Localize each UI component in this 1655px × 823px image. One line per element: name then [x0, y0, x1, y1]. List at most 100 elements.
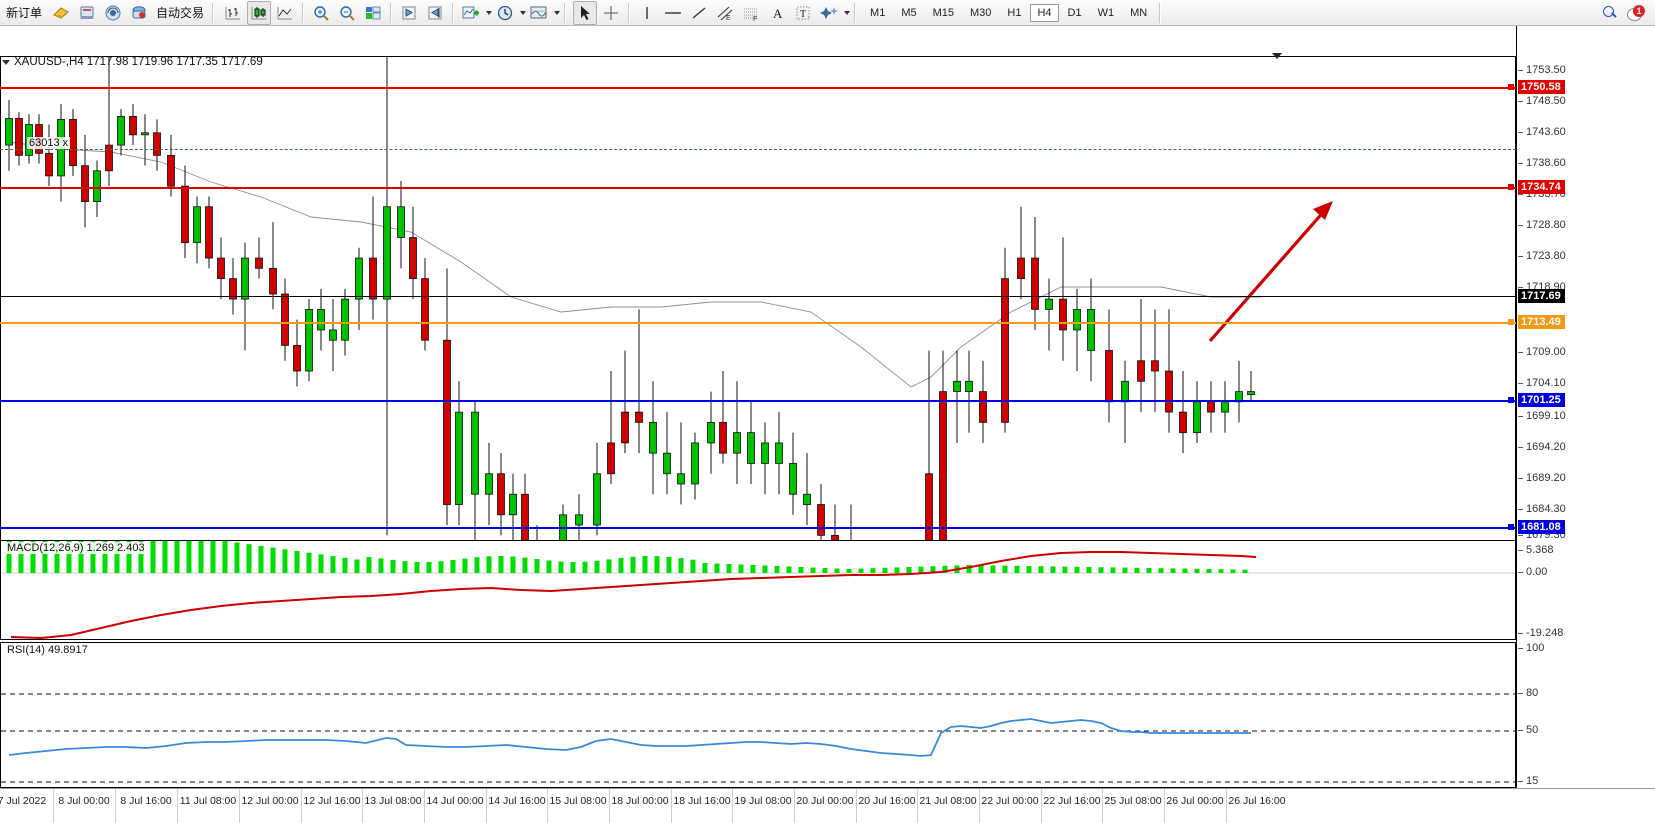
bullish-trend-arrow: [1208, 201, 1333, 343]
timeframe-h1[interactable]: H1: [1007, 6, 1022, 19]
toolbar-separator-3: [452, 2, 455, 23]
rsi-panel[interactable]: RSI(14) 49.8917: [0, 642, 1516, 788]
level-anchor-resistance-1750[interactable]: [1508, 84, 1514, 90]
terminal-icon[interactable]: [75, 1, 99, 25]
vertical-line-icon[interactable]: [635, 1, 659, 25]
timeframe-mn[interactable]: MN: [1130, 6, 1148, 19]
price-tag-support-1701: 1701.25: [1518, 393, 1565, 407]
candlestick-chart-icon[interactable]: [247, 0, 272, 25]
horizontal-line-icon[interactable]: [661, 1, 685, 25]
timeframe-m5[interactable]: M5: [901, 6, 917, 19]
tile-windows-icon[interactable]: [361, 1, 385, 25]
price-tick-label: 1738.60: [1518, 157, 1566, 169]
alerts-icon[interactable]: 1: [1624, 1, 1648, 25]
indicators-icon[interactable]: [459, 1, 483, 25]
toolbar-grip-2[interactable]: [564, 2, 569, 23]
time-tick-label: 14 Jul 16:00: [488, 795, 546, 807]
time-axis-separator: [732, 789, 733, 823]
auto-trading-label: 自动交易: [156, 6, 205, 20]
time-tick-label: 8 Jul 16:00: [120, 795, 172, 807]
price-tag-support-1713: 1713.49: [1518, 315, 1565, 329]
periods-dropdown-caret[interactable]: [520, 10, 527, 15]
level-line-resistance-1734[interactable]: [0, 187, 1516, 189]
time-axis-separator: [301, 789, 302, 823]
trendline-icon[interactable]: [687, 1, 711, 25]
time-axis-separator: [547, 789, 548, 823]
shapes-icon[interactable]: [817, 1, 841, 25]
templates-dropdown-caret[interactable]: [554, 10, 561, 15]
time-tick-label: 7 Jul 2022: [0, 795, 47, 807]
shapes-dropdown-caret[interactable]: [844, 10, 851, 15]
price-tick-label: -19.248: [1517, 627, 1564, 639]
cursor-icon[interactable]: [573, 0, 598, 25]
time-axis[interactable]: 7 Jul 2022 8 Jul 00:00 8 Jul 16:00 11 Jul 0…: [0, 788, 1655, 823]
templates-icon[interactable]: [527, 1, 551, 25]
price-tick-label: 1728.80: [1518, 219, 1566, 231]
level-line-resistance-1750[interactable]: [0, 87, 1516, 89]
zoom-out-icon[interactable]: [335, 1, 359, 25]
rsi-label: RSI(14) 49.8917: [5, 644, 90, 656]
level-anchor-resistance-1734[interactable]: [1508, 184, 1514, 190]
auto-trading-icon[interactable]: [127, 1, 151, 25]
price-tick-label: 1709.00: [1518, 346, 1566, 358]
price-axis[interactable]: 1753.50 1748.50 1743.60 1738.60 1733.70 1728.…: [1516, 26, 1655, 799]
chart-window-caret[interactable]: [1272, 53, 1282, 59]
periods-clock-icon[interactable]: [493, 1, 517, 25]
level-anchor-support-1681[interactable]: [1508, 524, 1514, 530]
timeframe-m30[interactable]: M30: [970, 6, 992, 19]
timeframe-h4[interactable]: H4: [1030, 3, 1059, 22]
new-order-button[interactable]: 新订单: [1, 1, 47, 25]
bar-chart-icon[interactable]: [221, 1, 245, 25]
svg-text:E: E: [726, 15, 731, 22]
level-anchor-support-1701[interactable]: [1508, 397, 1514, 403]
timeframe-m15[interactable]: M15: [932, 6, 954, 19]
chart-area[interactable]: XAUUSD-,H4 1717.98 1719.96 1717.35 1717.…: [0, 26, 1655, 823]
fibonacci-icon[interactable]: F: [739, 1, 763, 25]
level-line-support-1681[interactable]: [0, 527, 1516, 529]
indicators-dropdown-caret[interactable]: [486, 10, 493, 15]
price-tick-label: 80: [1517, 687, 1539, 699]
equidistant-channel-icon[interactable]: E: [713, 1, 737, 25]
toolbar-grip-3[interactable]: [854, 2, 859, 23]
level-line-ma-envelope[interactable]: [0, 149, 1516, 150]
macd-panel[interactable]: MACD(12,26,9) 1.269 2.403: [0, 540, 1516, 640]
zoom-in-icon[interactable]: [309, 1, 333, 25]
gold-coin-icon[interactable]: [49, 1, 73, 25]
price-candles: [5, 57, 1333, 540]
time-tick-label: 22 Jul 00:00: [981, 795, 1039, 807]
svg-text:T: T: [800, 9, 806, 20]
price-tick-label: 5.368: [1518, 544, 1554, 556]
time-axis-separator: [362, 789, 363, 823]
time-axis-separator: [1102, 789, 1103, 823]
text-icon[interactable]: A: [765, 1, 789, 25]
toolbar-grip-4[interactable]: [1159, 2, 1164, 23]
level-anchor-support-1713[interactable]: [1508, 319, 1514, 325]
rsi-plot: [1, 693, 1515, 783]
price-tick-label: 1753.50: [1518, 64, 1566, 76]
price-panel[interactable]: 63013 x: [0, 56, 1516, 540]
chart-dropdown-icon[interactable]: [2, 59, 10, 65]
signals-icon[interactable]: [101, 1, 125, 25]
timeframe-w1[interactable]: W1: [1097, 6, 1115, 19]
level-line-support-1713[interactable]: [0, 322, 1516, 324]
timeframe-d1[interactable]: D1: [1067, 6, 1082, 19]
search-icon[interactable]: [1598, 1, 1622, 25]
price-tick-label: 100: [1517, 642, 1545, 654]
line-chart-icon[interactable]: [273, 1, 297, 25]
time-axis-separator: [1164, 789, 1165, 823]
time-tick-label: 15 Jul 08:00: [549, 795, 607, 807]
level-line-support-1701[interactable]: [0, 400, 1516, 402]
time-tick-label: 20 Jul 16:00: [858, 795, 916, 807]
toolbar-grip[interactable]: [212, 2, 217, 23]
price-tick-label: 1723.80: [1518, 250, 1566, 262]
time-axis-separator: [115, 789, 116, 823]
chart-shift-icon[interactable]: [423, 1, 447, 25]
auto-scroll-icon[interactable]: [397, 1, 421, 25]
time-axis-separator: [917, 789, 918, 823]
level-line-current-price[interactable]: [0, 296, 1516, 297]
price-tick-label: 1684.30: [1518, 503, 1566, 515]
time-axis-separator: [239, 789, 240, 823]
text-label-icon[interactable]: T: [791, 1, 815, 25]
crosshair-icon[interactable]: [599, 1, 623, 25]
timeframe-m1[interactable]: M1: [870, 6, 886, 19]
